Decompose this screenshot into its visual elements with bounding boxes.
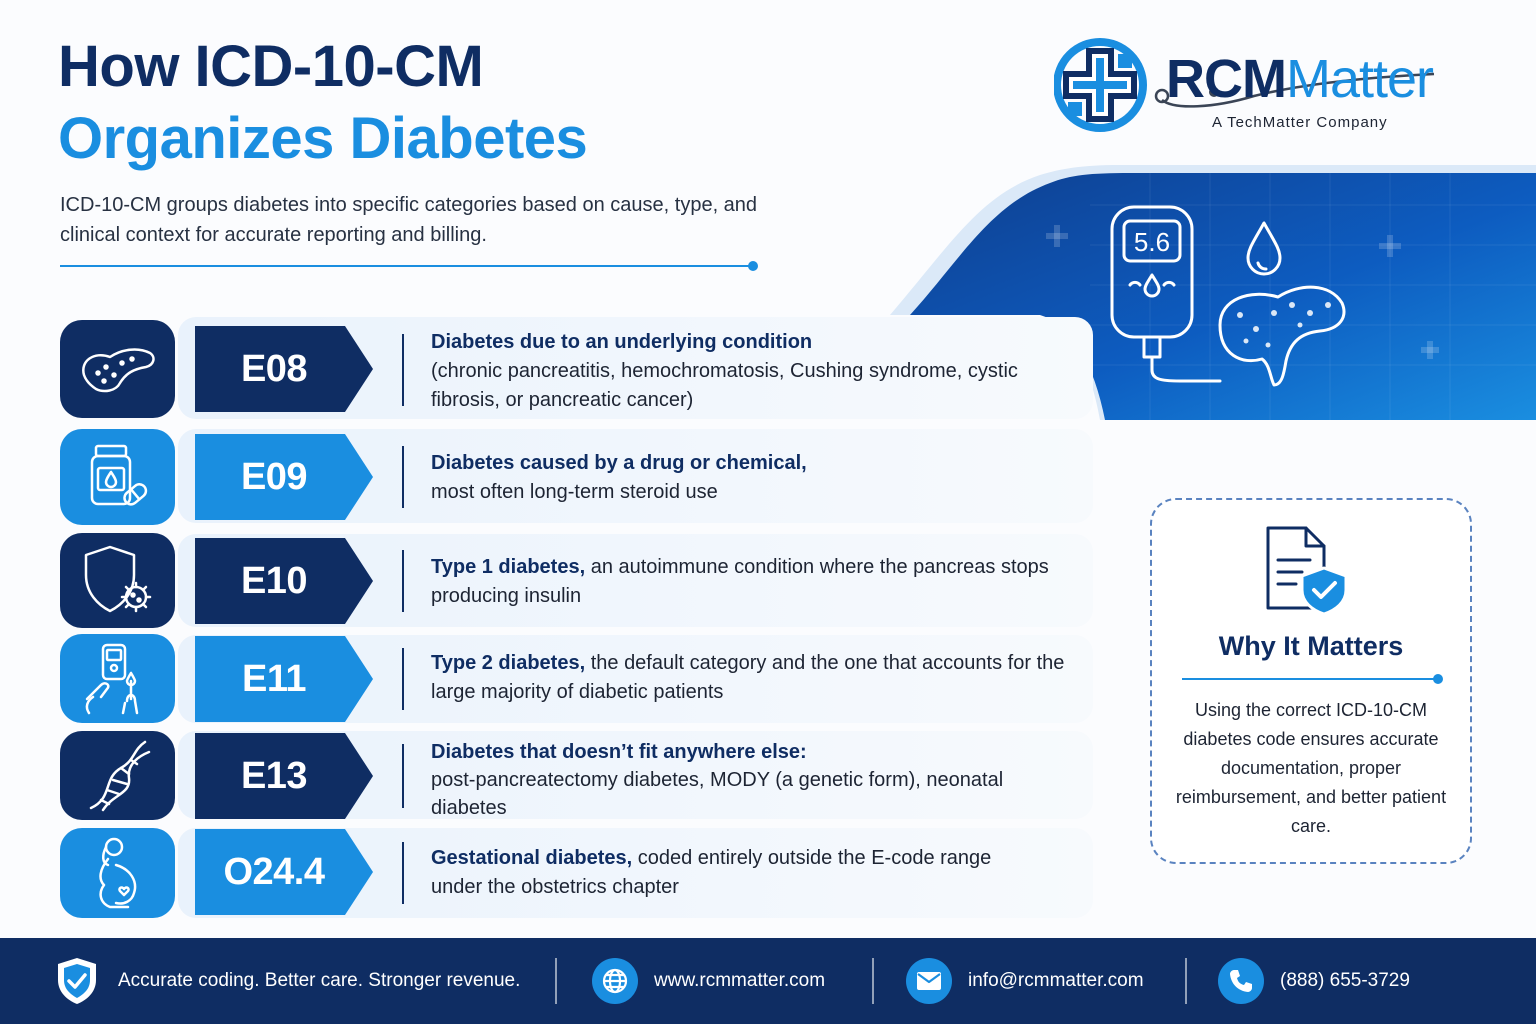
page-title-line2: Organizes Diabetes	[58, 106, 588, 171]
footer-website[interactable]: www.rcmmatter.com	[592, 938, 825, 1024]
code-description-e10: Type 1 diabetes, an autoimmune condition…	[431, 553, 1071, 611]
meter-reading: 5.6	[1134, 227, 1170, 257]
footer-separator	[1185, 958, 1187, 1004]
glucose-test-hand-icon	[85, 643, 138, 714]
logo-tagline: A TechMatter Company	[1212, 114, 1388, 131]
phone-icon	[1230, 970, 1252, 992]
code-title: Diabetes due to an underlying condition	[431, 331, 813, 353]
pregnant-woman-icon	[98, 837, 136, 909]
code-label: E11	[241, 657, 307, 700]
code-label: O24.4	[223, 850, 325, 893]
code-tag-e10: E10	[195, 538, 375, 624]
envelope-icon	[917, 972, 941, 990]
why-it-matters-body: Using the correct ICD-10-CM diabetes cod…	[1175, 700, 1447, 836]
code-tag-arrow	[195, 636, 373, 722]
hero-banner: 5.6	[890, 165, 1536, 420]
code-row-e09-icon-tile	[60, 429, 175, 525]
dna-icon	[89, 740, 150, 811]
code-tag-e13: E13	[195, 733, 375, 819]
code-description-o244: Gestational diabetes, coded entirely out…	[431, 844, 1031, 902]
footer-website-link[interactable]: www.rcmmatter.com	[654, 970, 826, 991]
footer-email-icon-bg	[906, 958, 952, 1004]
shield-check-icon	[58, 958, 96, 1004]
row-divider	[402, 842, 404, 904]
code-tag-arrow	[195, 829, 373, 915]
code-tag-o244: O24.4	[195, 829, 375, 915]
code-row-e13-icon-tile	[60, 731, 175, 820]
code-tag-arrow	[195, 733, 373, 819]
footer-bar	[0, 938, 1536, 1024]
code-detail: (chronic pancreatitis, hemochromatosis, …	[431, 360, 1018, 411]
medicine-bottle-icon	[90, 444, 147, 506]
row-divider	[402, 446, 404, 508]
logo-wordmark-light: Matter	[1285, 49, 1434, 109]
code-tag-arrow	[195, 434, 373, 520]
code-row-o244-icon-tile	[60, 828, 175, 918]
code-label: E13	[240, 754, 308, 797]
code-tag-e08: E08	[195, 326, 375, 412]
subtitle-divider-dot	[748, 261, 758, 271]
footer-phone-number[interactable]: (888) 655-3729	[1280, 970, 1410, 991]
footer-website-icon-bg	[592, 958, 638, 1004]
row-divider	[402, 648, 404, 710]
footer-email-link[interactable]: info@rcmmatter.com	[968, 970, 1144, 991]
code-tag-e11: E11	[195, 636, 375, 722]
code-row-e10-icon-tile	[60, 533, 175, 628]
footer-tagline-text: Accurate coding. Better care. Stronger r…	[118, 970, 521, 991]
code-label: E10	[240, 559, 308, 602]
page-subtitle: ICD-10-CM groups diabetes into specific …	[60, 194, 758, 246]
code-description-e13: Diabetes that doesn’t fit anywhere else:…	[431, 738, 1031, 822]
code-title: Diabetes that doesn’t fit anywhere else:	[431, 741, 807, 763]
code-detail: most often long-term steroid use	[431, 481, 718, 503]
code-description-e09: Diabetes caused by a drug or chemical, m…	[431, 449, 1071, 507]
footer-tagline: Accurate coding. Better care. Stronger r…	[54, 938, 520, 1024]
code-row-e11-icon-tile	[60, 634, 175, 723]
row-divider	[402, 744, 404, 808]
footer-separator	[555, 958, 557, 1004]
footer-email[interactable]: info@rcmmatter.com	[906, 938, 1144, 1024]
code-detail: the default category and the one that ac…	[431, 652, 1065, 703]
logo-wordmark-bold: RCM	[1166, 49, 1287, 109]
code-tag-arrow	[195, 538, 373, 624]
rcmmatter-logo-mark	[1054, 38, 1435, 132]
row-divider	[402, 550, 404, 612]
code-description-e11: Type 2 diabetes, the default category an…	[431, 649, 1071, 707]
why-divider	[1182, 678, 1437, 680]
globe-icon	[602, 968, 628, 994]
code-title: Type 1 diabetes,	[431, 556, 586, 578]
subtitle-divider	[60, 265, 753, 267]
code-row-e08-icon-tile	[60, 320, 175, 418]
page-title-line1: How ICD-10-CM	[58, 34, 484, 99]
code-title: Type 2 diabetes,	[431, 652, 586, 674]
code-tag-e09: E09	[195, 434, 375, 520]
pancreas-icon	[81, 348, 155, 393]
why-it-matters-title: Why It Matters	[1218, 631, 1404, 661]
why-divider-dot	[1433, 674, 1443, 684]
code-label: E08	[240, 347, 308, 390]
code-detail: post-pancreatectomy diabetes, MODY (a ge…	[431, 769, 1004, 819]
code-detail: an autoimmune condition where the pancre…	[431, 556, 1049, 607]
code-title: Gestational diabetes,	[431, 847, 633, 869]
footer-separator	[872, 958, 874, 1004]
code-detail: coded entirely outside the E-code range …	[431, 847, 992, 898]
code-title: Diabetes caused by a drug or chemical,	[431, 452, 807, 474]
code-tag-arrow	[195, 326, 373, 412]
footer-phone[interactable]: (888) 655-3729	[1218, 938, 1410, 1024]
code-label: E09	[240, 455, 308, 498]
row-divider	[402, 334, 404, 406]
footer-phone-icon-bg	[1218, 958, 1264, 1004]
logo-wordmark: RCMMatter	[1166, 49, 1434, 109]
document-shield-icon	[1266, 526, 1348, 616]
shield-virus-icon	[84, 545, 151, 612]
code-description-e08: Diabetes due to an underlying condition …	[431, 328, 1071, 415]
